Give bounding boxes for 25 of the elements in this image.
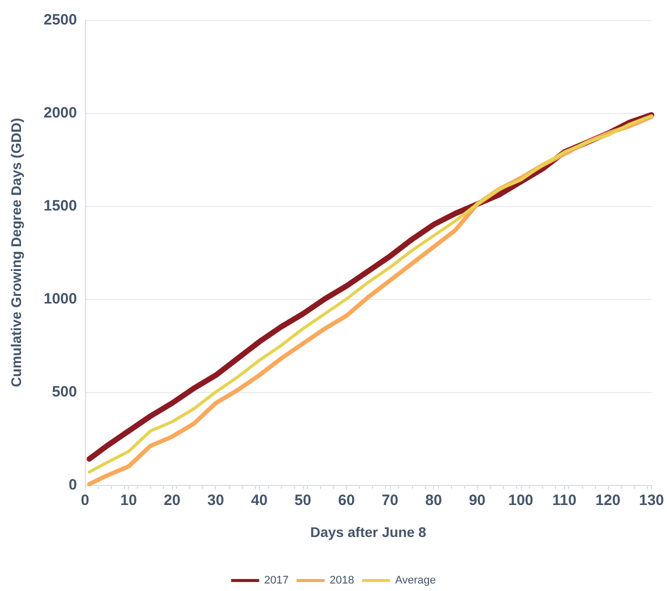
legend-label: 2017 bbox=[264, 574, 289, 586]
x-tick-label: 90 bbox=[468, 492, 486, 509]
x-tick-label: 120 bbox=[595, 492, 620, 509]
y-axis-title: Cumulative Growing Degree Days (GDD) bbox=[8, 118, 24, 388]
x-tick-label: 0 bbox=[80, 492, 90, 509]
x-axis-title: Days after June 8 bbox=[310, 524, 426, 540]
x-tick-label: 110 bbox=[552, 492, 576, 509]
y-tick-label: 1000 bbox=[44, 290, 77, 308]
y-tick-label: 1500 bbox=[44, 198, 77, 214]
y-tick-label: 500 bbox=[52, 384, 77, 400]
x-tick-label: 70 bbox=[382, 492, 398, 509]
x-tick-label: 10 bbox=[120, 492, 137, 509]
x-tick-label: 60 bbox=[338, 492, 355, 509]
legend-label: Average bbox=[395, 574, 436, 586]
legend-label: 2018 bbox=[330, 574, 354, 586]
y-tick-label: 2500 bbox=[44, 12, 77, 28]
y-tick-label: 0 bbox=[68, 476, 77, 494]
x-tick-label: 20 bbox=[164, 492, 180, 509]
x-tick-label: 50 bbox=[294, 492, 312, 509]
x-tick-label: 80 bbox=[425, 492, 442, 509]
x-tick-label: 30 bbox=[207, 492, 224, 509]
x-tick-label: 40 bbox=[250, 492, 268, 509]
x-tick-label: 100 bbox=[508, 492, 534, 509]
y-tick-label: 2000 bbox=[44, 104, 77, 122]
x-tick-label: 130 bbox=[638, 492, 664, 509]
